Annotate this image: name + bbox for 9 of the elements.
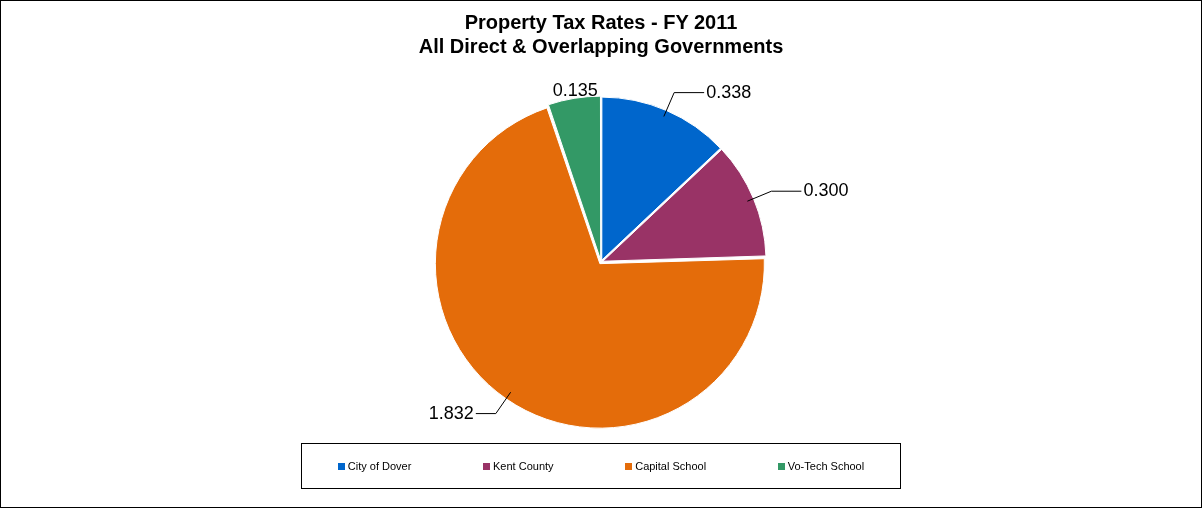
legend-label: Vo-Tech School — [787, 460, 865, 472]
data-label: 0.135 — [552, 79, 598, 100]
chart-title: Property Tax Rates - FY 2011 All Direct & Overlapping Governments — [418, 10, 784, 57]
data-label: 1.832 — [428, 402, 474, 423]
legend-label: Capital School — [635, 460, 707, 472]
data-label: 0.338 — [706, 81, 752, 102]
data-label: 0.300 — [803, 180, 849, 201]
legend-label: Kent County — [493, 460, 554, 472]
legend-label: City of Dover — [347, 460, 412, 472]
